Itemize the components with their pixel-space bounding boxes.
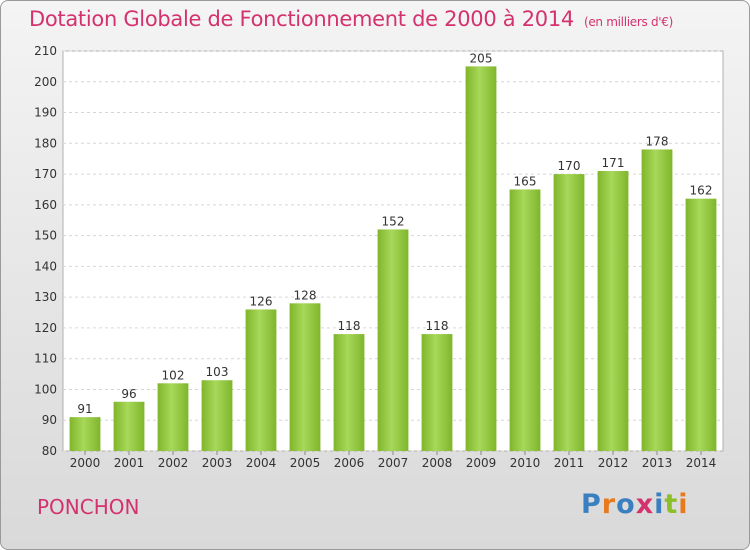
title-text: Dotation Globale de Fonctionnement de 20… (29, 7, 574, 31)
y-tick-label: 150 (34, 229, 57, 243)
x-tick-label: 2001 (114, 456, 145, 470)
x-tick-label: 2008 (422, 456, 453, 470)
x-tick-label: 2007 (378, 456, 409, 470)
bar-2010 (509, 189, 541, 451)
value-label: 96 (121, 387, 136, 401)
chart-title: Dotation Globale de Fonctionnement de 20… (29, 7, 673, 31)
logo-letter: i (654, 489, 665, 520)
y-tick-label: 200 (34, 75, 57, 89)
bar-2012 (597, 171, 629, 451)
x-axis: 2000 2001 2002 2003 2004 2005 2006 2007 2008 2009… (70, 451, 717, 470)
value-label: 165 (514, 174, 537, 188)
y-tick-label: 210 (34, 44, 57, 58)
value-label: 102 (162, 368, 185, 382)
x-tick-label: 2000 (70, 456, 101, 470)
x-tick-label: 2009 (466, 456, 497, 470)
logo-letter: r (601, 489, 617, 520)
value-label: 103 (206, 365, 229, 379)
x-tick-label: 2004 (246, 456, 277, 470)
bar-2006 (333, 334, 365, 451)
place-name: PONCHON (37, 495, 140, 519)
value-label: 178 (646, 134, 669, 148)
x-tick-label: 2011 (554, 456, 585, 470)
bar-2009 (465, 66, 497, 451)
logo-letter: t (664, 489, 679, 520)
bar-2013 (641, 149, 673, 451)
x-tick-label: 2006 (334, 456, 365, 470)
bar-2005 (289, 303, 321, 451)
x-tick-label: 2014 (686, 456, 717, 470)
value-label: 118 (338, 319, 361, 333)
y-tick-label: 130 (34, 290, 57, 304)
value-label: 170 (558, 159, 581, 173)
chart-subtitle: (en milliers d'€) (583, 15, 673, 29)
value-label: 171 (602, 156, 625, 170)
bar-2001 (113, 401, 145, 451)
value-label: 205 (470, 51, 493, 65)
y-tick-label: 140 (34, 259, 57, 273)
y-tick-label: 100 (34, 382, 57, 396)
y-tick-label: 120 (34, 321, 57, 335)
x-tick-label: 2005 (290, 456, 321, 470)
x-tick-label: 2002 (158, 456, 189, 470)
x-tick-label: 2010 (510, 456, 541, 470)
y-tick-label: 180 (34, 136, 57, 150)
bar-2003 (201, 380, 233, 451)
proxiti-logo[interactable]: Proxiti (581, 489, 689, 520)
bar-2014 (685, 198, 717, 451)
value-label: 91 (77, 402, 92, 416)
x-tick-label: 2003 (202, 456, 233, 470)
y-tick-label: 170 (34, 167, 57, 181)
y-axis: 80 90 100 110 120 130 140 150 160 170 180 190 200 210 (34, 44, 57, 458)
y-tick-label: 80 (42, 444, 57, 458)
bar-2008 (421, 334, 453, 451)
bar-2011 (553, 174, 585, 452)
bar-2002 (157, 383, 189, 451)
value-label: 118 (426, 319, 449, 333)
value-label: 162 (690, 184, 713, 198)
y-tick-label: 90 (42, 413, 57, 427)
value-label: 126 (250, 294, 273, 308)
logo-letter: o (616, 489, 636, 520)
value-label: 128 (294, 288, 317, 302)
x-tick-label: 2013 (642, 456, 673, 470)
bar-2007 (377, 229, 409, 451)
value-label: 152 (382, 214, 405, 228)
logo-letter: x (635, 489, 655, 520)
value-labels: 91 96 102 103 126 128 118 152 118 205 165 170 171 178… (77, 51, 712, 416)
x-tick-label: 2012 (598, 456, 629, 470)
bar-2000 (69, 417, 101, 451)
y-tick-label: 190 (34, 106, 57, 120)
bars (69, 66, 717, 452)
bar-2004 (245, 309, 277, 451)
logo-letter: i (678, 489, 689, 520)
logo-letter: P (581, 489, 602, 520)
y-tick-label: 110 (34, 352, 57, 366)
y-tick-label: 160 (34, 198, 57, 212)
